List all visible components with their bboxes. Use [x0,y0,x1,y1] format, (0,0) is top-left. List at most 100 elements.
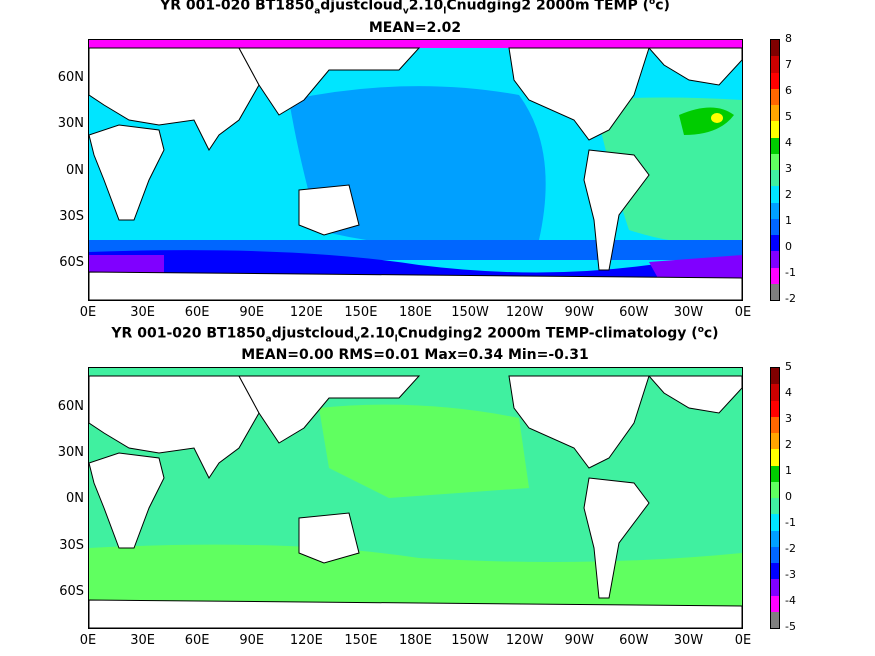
bottom-lat-60n: 60N [57,399,84,414]
bottom-colorbar-segment [771,400,779,417]
southern-band2 [89,250,742,280]
bottom-lon-label: 30W [673,633,704,648]
bottom-colorbar-segment [771,433,779,450]
asia-east [238,47,421,116]
north-america [508,47,650,141]
top-colorbar-segment [771,105,779,122]
atlantic-max [711,113,723,123]
top-lat-60n: 60N [57,70,84,85]
top-lon-label: 0E [734,305,752,320]
south-america [583,149,650,271]
antarctica-b [89,599,742,628]
bottom-lon-label: 120W [505,633,544,648]
atlantic-field [594,97,742,244]
top-colorbar-segment [771,235,779,252]
top-lon-label: 90E [239,305,265,320]
top-colorbar-label: -2 [785,292,796,305]
bottom-lon-label: 0E [79,633,97,648]
bottom-lon-label: 150E [344,633,378,648]
bottom-title-line2: MEAN=0.00 RMS=0.01 Max=0.34 Min=-0.31 [241,347,589,363]
bottom-colorbar-label: -1 [785,516,796,529]
south-america-b [583,477,650,599]
bottom-lon-label: 60E [184,633,210,648]
bottom-colorbar-segment [771,384,779,401]
weddell-right [649,255,742,280]
africa [89,124,165,221]
bottom-colorbar-segment [771,449,779,466]
top-colorbar-label: 6 [785,84,792,97]
top-lon-label: 150E [344,305,378,320]
bottom-lon-label: 90W [564,633,594,648]
bottom-colorbar-segment [771,546,779,563]
top-lat-60s: 60S [59,255,84,270]
bottom-lat-30s: 30S [59,538,84,553]
bottom-colorbar [770,367,780,629]
bottom-colorbar-segment [771,611,779,628]
top-lon-label: 30W [673,305,704,320]
australia [298,184,360,236]
bottom-colorbar-label: 2 [785,438,792,451]
bottom-colorbar-label: 0 [785,490,792,503]
southern-anomaly [89,544,742,608]
top-lon-label: 0E [79,305,97,320]
top-colorbar-segment [771,88,779,105]
north-america-b [508,375,650,469]
asia-east-b [238,375,421,444]
africa-b [89,452,165,549]
greenland-b [647,375,742,414]
pacific-anomaly [319,404,529,498]
top-title-line1: YR 001-020 BT1850adjustcloudv2.10lCnudgi… [160,0,670,17]
top-colorbar-segment [771,56,779,73]
bottom-lon-label: 90E [239,633,265,648]
top-lon-label: 90W [564,305,594,320]
top-colorbar-segment [771,170,779,187]
top-colorbar-label: 3 [785,162,792,175]
top-colorbar-segment [771,283,779,300]
bottom-map [89,368,742,628]
bottom-colorbar-label: -5 [785,620,796,633]
bottom-colorbar-label: 4 [785,386,792,399]
top-colorbar-segment [771,121,779,138]
top-colorbar-label: 8 [785,32,792,45]
top-colorbar-label: 2 [785,188,792,201]
top-colorbar-segment [771,153,779,170]
greenland [647,47,742,86]
bottom-lon-label: 120E [289,633,323,648]
bottom-colorbar-segment [771,481,779,498]
top-colorbar-segment [771,218,779,235]
bottom-lon-label: 150W [451,633,489,648]
bottom-lon-label: 30E [130,633,155,648]
top-colorbar-label: 4 [785,136,792,149]
antarctica [89,271,742,300]
bottom-lat-60s: 60S [59,584,84,599]
top-lon-label: 120E [289,305,323,320]
australia-b [298,512,360,564]
bottom-colorbar-segment [771,595,779,612]
bottom-colorbar-label: -3 [785,568,796,581]
top-colorbar-label: 1 [785,214,792,227]
top-colorbar-segment [771,40,779,57]
top-colorbar-segment [771,186,779,203]
bottom-lat-30n: 30N [57,445,84,460]
bottom-colorbar-segment [771,368,779,385]
top-lon-label: 120W [505,305,544,320]
bottom-colorbar-segment [771,498,779,515]
top-colorbar-segment [771,267,779,284]
top-colorbar-segment [771,72,779,89]
bottom-colorbar-segment [771,563,779,580]
weddell-left [89,255,164,275]
top-colorbar-label: 5 [785,110,792,123]
top-lat-30s: 30S [59,209,84,224]
top-title-line2: MEAN=2.02 [368,20,462,36]
top-colorbar-segment [771,202,779,219]
top-lon-label: 150W [451,305,489,320]
top-lon-label: 180E [398,305,433,320]
top-lon-label: 30E [130,305,155,320]
top-lon-label: 60W [619,305,649,320]
bottom-colorbar-segment [771,416,779,433]
bottom-lat-0n: 0N [66,491,84,506]
bottom-lon-label: 0E [734,633,752,648]
bottom-colorbar-label: -2 [785,542,796,555]
bottom-lon-label: 60W [619,633,649,648]
top-lat-0n: 0N [66,163,84,178]
